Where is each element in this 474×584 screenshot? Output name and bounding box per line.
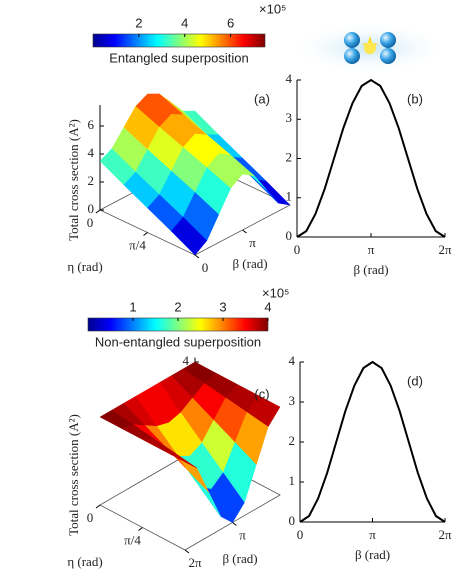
x-tick-label: 0: [294, 242, 301, 257]
x-tick: [242, 229, 247, 234]
z-tick-label: 4: [88, 145, 95, 160]
x-tick-label: π: [239, 527, 246, 542]
y-tick: [138, 527, 143, 531]
x-tick: [232, 522, 237, 526]
y-tick-label: 3: [289, 393, 296, 408]
x-tick-label: 2π: [438, 527, 452, 542]
colorbar-multiplier: ×10⁵: [262, 285, 289, 300]
y-tick-label: 1: [286, 189, 293, 204]
y-tick-label: 0: [286, 228, 293, 243]
x-tick-label: π: [368, 242, 375, 257]
y-tick: [95, 209, 101, 214]
surface-cell: [170, 216, 208, 256]
z-tick-label: 0: [88, 201, 95, 216]
surface-cell: [163, 450, 198, 469]
x-tick-label: π: [369, 527, 376, 542]
z-tick-label: 2: [88, 173, 95, 188]
colorbar-label: Non-entangled superposition: [95, 334, 261, 349]
panel-label: (b): [407, 91, 423, 106]
x-tick: [184, 549, 190, 554]
colorbar-tick-label: 2: [135, 15, 142, 30]
x-tick-label: 0: [297, 527, 304, 542]
y-axis-label: η (rad): [67, 259, 102, 274]
z-tick-label: 6: [88, 117, 95, 132]
y-tick-label: 4: [289, 353, 296, 368]
x-tick-label: 2π: [188, 555, 202, 570]
colorbar-tick-label: 6: [227, 15, 234, 30]
y-tick-label: π/4: [129, 237, 146, 252]
colorbar-tick-label: 1: [129, 299, 136, 314]
y-tick-label: 2: [289, 433, 296, 448]
y-axis-label: η (rad): [67, 554, 102, 569]
y-tick-label: 2: [286, 149, 293, 164]
x-tick-label: π: [249, 235, 256, 250]
y-tick-label: π/4: [124, 532, 141, 547]
colorbar-tick-label: 4: [264, 299, 271, 314]
colorbar: [92, 33, 266, 48]
y-tick: [143, 232, 148, 236]
y-tick-label: 0: [87, 510, 94, 525]
x-tick-label: 0: [202, 260, 209, 275]
y-tick: [95, 504, 101, 509]
panel-label: (c): [254, 386, 269, 401]
colorbar-tick-label: 3: [219, 299, 226, 314]
z-tick-label: 4: [183, 353, 190, 368]
z-axis-label: Total cross section (A²): [66, 119, 81, 241]
x-axis-label: β (rad): [355, 547, 390, 562]
colorbar-multiplier: ×10⁵: [259, 1, 286, 16]
line: [299, 360, 446, 523]
x-tick: [194, 254, 200, 259]
colorbar-label: Entangled superposition: [109, 50, 249, 65]
panel-label: (a): [254, 91, 270, 106]
y-tick-label: 0: [289, 513, 296, 528]
y-tick-label: 3: [286, 110, 293, 125]
y-tick-label: 0: [87, 215, 94, 230]
y-tick-label: 4: [286, 71, 293, 86]
y-tick-label: 1: [289, 473, 296, 488]
colorbar-tick-label: 4: [181, 15, 188, 30]
x-axis-label: β (rad): [222, 551, 257, 566]
z-axis-label: Total cross section (A²): [66, 414, 81, 536]
x-tick-label: 2π: [438, 242, 452, 257]
x-axis-label: β (rad): [353, 262, 388, 277]
illustration: [290, 22, 450, 74]
x-axis-label: β (rad): [232, 256, 267, 271]
panel-label: (d): [407, 373, 423, 388]
colorbar-tick-label: 2: [174, 299, 181, 314]
line: [296, 78, 446, 238]
